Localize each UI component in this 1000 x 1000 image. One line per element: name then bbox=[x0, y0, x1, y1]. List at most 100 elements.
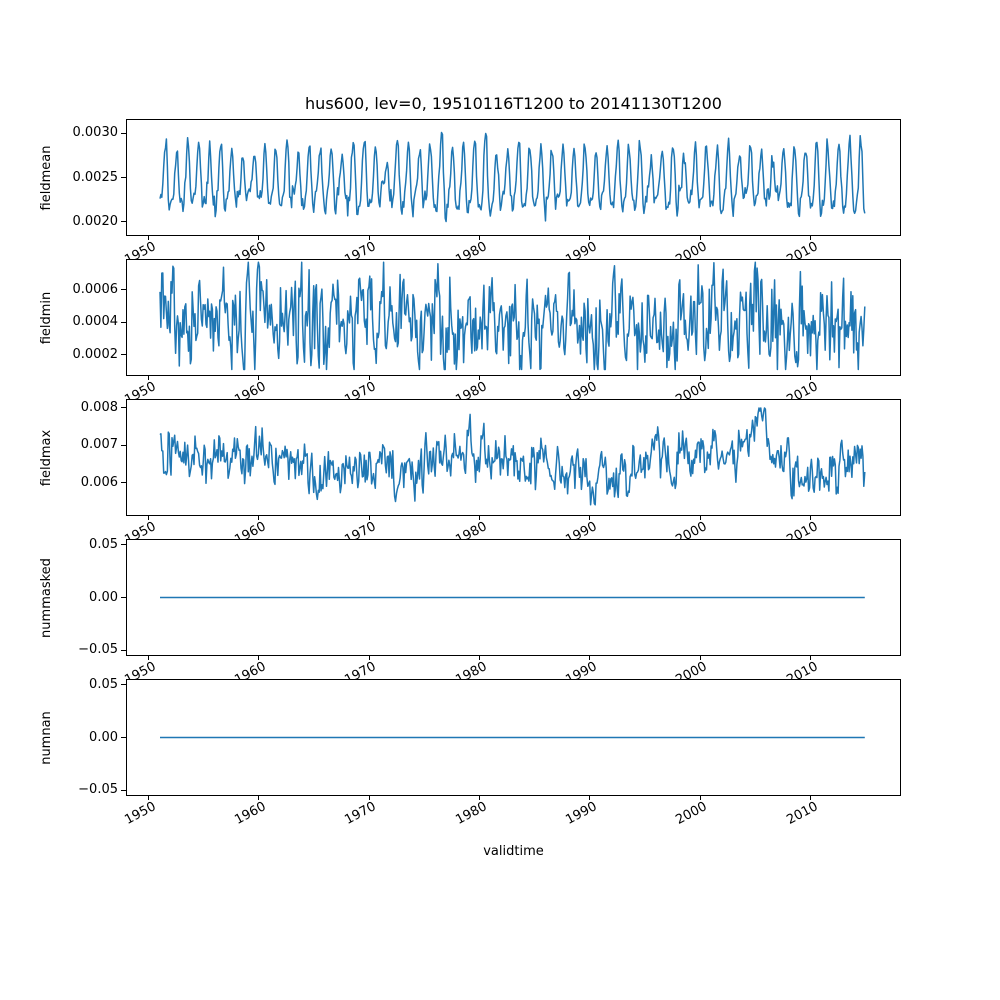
x-tick-mark bbox=[699, 656, 701, 660]
y-tick-label: 0.0002 bbox=[72, 346, 119, 362]
axes-frame bbox=[126, 539, 901, 656]
x-tick-label: 1980 bbox=[452, 799, 490, 828]
x-tick-mark bbox=[810, 656, 811, 660]
axes-frame bbox=[126, 259, 901, 376]
y-tick-mark bbox=[121, 544, 126, 546]
x-tick-mark bbox=[258, 656, 260, 660]
x-tick-mark bbox=[479, 236, 480, 240]
axes-frame bbox=[126, 679, 901, 796]
x-tick-label: 1950 bbox=[121, 799, 159, 828]
x-tick-mark bbox=[368, 236, 370, 240]
y-tick-label: 0.006 bbox=[80, 474, 118, 490]
plot-panel-fieldmin bbox=[126, 259, 901, 376]
y-tick-mark bbox=[121, 737, 126, 738]
plot-panel-numnan bbox=[126, 679, 901, 796]
x-tick-mark bbox=[148, 236, 149, 240]
x-tick-mark bbox=[368, 516, 370, 520]
x-tick-mark bbox=[699, 516, 701, 520]
y-tick-label: 0.0006 bbox=[72, 281, 119, 297]
y-tick-mark bbox=[121, 407, 126, 409]
subplot-fieldmin: 0.0002 0.0004 0.0006 1950 1960 1970 1980 1990 20… bbox=[0, 259, 1000, 408]
y-tick-label: 0.0030 bbox=[72, 125, 119, 141]
y-tick-mark bbox=[121, 789, 126, 791]
series-line-fieldmax bbox=[159, 407, 866, 506]
x-tick-mark bbox=[258, 376, 260, 380]
x-tick-mark bbox=[258, 516, 260, 520]
x-axis-title: validtime bbox=[483, 844, 544, 859]
x-tick-mark bbox=[699, 236, 701, 240]
x-tick-mark bbox=[810, 376, 811, 380]
axes-frame bbox=[126, 119, 901, 236]
y-tick-mark bbox=[121, 482, 126, 484]
y-tick-label: 0.00 bbox=[89, 589, 118, 605]
x-tick-mark bbox=[589, 376, 591, 380]
y-tick-mark bbox=[121, 354, 126, 356]
x-tick-mark bbox=[368, 796, 370, 800]
y-tick-label: 0.0020 bbox=[72, 213, 119, 229]
axes-frame bbox=[126, 399, 901, 516]
x-tick-label: 2000 bbox=[673, 799, 710, 828]
x-tick-mark bbox=[148, 376, 149, 380]
x-tick-label: 2010 bbox=[783, 799, 821, 828]
y-tick-mark bbox=[121, 289, 126, 291]
y-tick-mark bbox=[121, 597, 126, 598]
plot-panel-fieldmean bbox=[126, 119, 901, 236]
x-tick-mark bbox=[479, 796, 480, 800]
y-tick-label: −0.05 bbox=[78, 782, 118, 798]
y-tick-label: 0.0004 bbox=[72, 314, 119, 330]
plot-area-fieldmax bbox=[126, 399, 901, 516]
y-tick-label: 0.008 bbox=[80, 399, 118, 415]
x-tick-mark bbox=[148, 796, 149, 800]
figure-title: hus600, lev=0, 19510116T1200 to 20141130… bbox=[305, 94, 722, 113]
x-tick-mark bbox=[810, 796, 811, 800]
y-tick-mark bbox=[121, 321, 126, 323]
y-tick-mark bbox=[121, 649, 126, 651]
y-tick-label: 0.05 bbox=[89, 676, 118, 692]
x-tick-mark bbox=[699, 376, 701, 380]
x-tick-mark bbox=[699, 796, 701, 800]
y-tick-label: 0.00 bbox=[89, 729, 118, 745]
y-tick-label: 0.05 bbox=[89, 536, 118, 552]
y-tick-mark bbox=[121, 221, 126, 223]
y-axis-title-nummasked: nummasked bbox=[39, 557, 54, 638]
x-tick-mark bbox=[479, 516, 480, 520]
plot-area-numnan bbox=[126, 679, 901, 796]
subplot-fieldmean: 0.0020 0.0025 0.0030 1950 1960 1970 1980 1990 20… bbox=[0, 119, 1000, 268]
x-tick-mark bbox=[258, 796, 260, 800]
y-tick-label: 0.0025 bbox=[72, 169, 119, 185]
y-tick-label: −0.05 bbox=[78, 642, 118, 658]
x-tick-mark bbox=[148, 656, 149, 660]
plot-area-fieldmean bbox=[126, 119, 901, 236]
x-tick-label: 1970 bbox=[342, 799, 379, 828]
x-tick-mark bbox=[589, 236, 591, 240]
y-tick-mark bbox=[121, 684, 126, 686]
x-tick-mark bbox=[368, 656, 370, 660]
x-tick-mark bbox=[368, 376, 370, 380]
series-line-fieldmean bbox=[159, 131, 866, 223]
subplot-numnan: 0.05 0.00 −0.05 1950 1960 1970 1980 1990 2000 201… bbox=[0, 676, 1000, 828]
x-tick-mark bbox=[148, 516, 149, 520]
x-tick-mark bbox=[479, 376, 480, 380]
x-tick-mark bbox=[589, 796, 591, 800]
plot-area-fieldmin bbox=[126, 259, 901, 376]
plot-area-nummasked bbox=[126, 539, 901, 656]
x-tick-mark bbox=[258, 236, 260, 240]
y-axis-title-fieldmax: fieldmax bbox=[39, 429, 54, 486]
x-tick-label: 1960 bbox=[232, 799, 269, 828]
x-tick-mark bbox=[479, 656, 480, 660]
x-tick-mark bbox=[589, 516, 591, 520]
series-line-fieldmin bbox=[159, 261, 866, 371]
x-tick-mark bbox=[589, 656, 591, 660]
y-axis-title-numnan: numnan bbox=[39, 710, 54, 765]
y-tick-mark bbox=[121, 177, 126, 178]
y-tick-label: 0.007 bbox=[80, 437, 118, 453]
x-tick-label: 1990 bbox=[563, 799, 600, 828]
y-axis-title-fieldmean: fieldmean bbox=[39, 145, 54, 210]
y-axis-title-fieldmin: fieldmin bbox=[39, 291, 54, 344]
x-tick-mark bbox=[810, 516, 811, 520]
x-tick-mark bbox=[810, 236, 811, 240]
subplot-nummasked: 0.05 0.00 −0.05 1950 1960 1970 1980 1990 2000 201… bbox=[0, 536, 1000, 688]
y-tick-mark bbox=[121, 132, 126, 134]
plot-panel-nummasked bbox=[126, 539, 901, 656]
